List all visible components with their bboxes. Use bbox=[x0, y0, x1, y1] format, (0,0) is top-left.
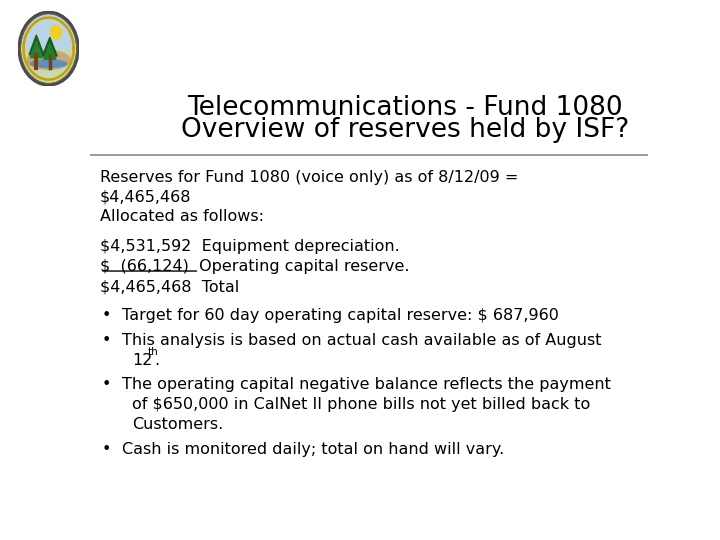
Text: •: • bbox=[102, 333, 112, 348]
Ellipse shape bbox=[30, 60, 67, 68]
Circle shape bbox=[19, 12, 78, 85]
Text: Telecommunications - Fund 1080: Telecommunications - Fund 1080 bbox=[187, 96, 623, 122]
Text: $4,531,592  Equipment depreciation.: $4,531,592 Equipment depreciation. bbox=[100, 239, 400, 254]
Text: $4,465,468  Total: $4,465,468 Total bbox=[100, 279, 239, 294]
Circle shape bbox=[22, 15, 76, 82]
Text: •: • bbox=[102, 377, 112, 393]
Text: This analysis is based on actual cash available as of August: This analysis is based on actual cash av… bbox=[122, 333, 602, 348]
Text: $  (66,124)  Operating capital reserve.: $ (66,124) Operating capital reserve. bbox=[100, 259, 410, 274]
Text: The operating capital negative balance reflects the payment: The operating capital negative balance r… bbox=[122, 377, 611, 393]
Polygon shape bbox=[30, 41, 42, 58]
Text: •: • bbox=[102, 308, 112, 323]
Polygon shape bbox=[44, 43, 56, 59]
Polygon shape bbox=[42, 37, 57, 56]
Text: .: . bbox=[154, 353, 159, 368]
Text: th: th bbox=[148, 347, 158, 357]
Wedge shape bbox=[22, 15, 76, 49]
Text: Overview of reserves held by ISF?: Overview of reserves held by ISF? bbox=[181, 117, 629, 143]
Text: of $650,000 in CalNet II phone bills not yet billed back to: of $650,000 in CalNet II phone bills not… bbox=[132, 397, 590, 412]
Text: 12: 12 bbox=[132, 353, 152, 368]
Text: Reserves for Fund 1080 (voice only) as of 8/12/09 =: Reserves for Fund 1080 (voice only) as o… bbox=[100, 170, 518, 185]
Ellipse shape bbox=[27, 51, 70, 69]
Text: $4,465,468: $4,465,468 bbox=[100, 190, 192, 205]
Text: Customers.: Customers. bbox=[132, 416, 223, 431]
Circle shape bbox=[50, 25, 61, 39]
Text: Allocated as follows:: Allocated as follows: bbox=[100, 210, 264, 225]
Polygon shape bbox=[29, 35, 44, 55]
Text: Cash is monitored daily; total on hand will vary.: Cash is monitored daily; total on hand w… bbox=[122, 442, 505, 456]
Text: •: • bbox=[102, 442, 112, 456]
Text: Target for 60 day operating capital reserve: $ 687,960: Target for 60 day operating capital rese… bbox=[122, 308, 559, 323]
